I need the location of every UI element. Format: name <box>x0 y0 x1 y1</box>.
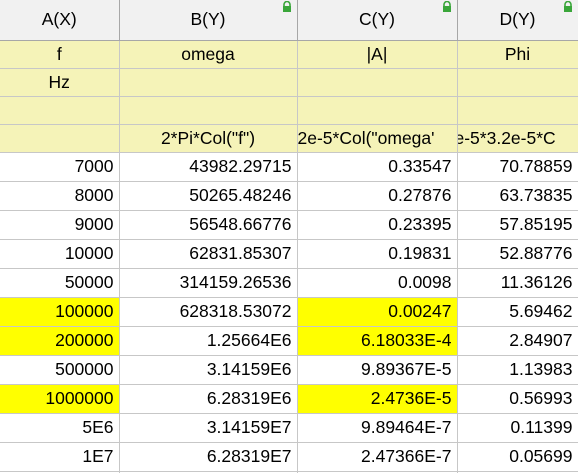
table-row: 1E7 6.28319E7 2.47366E-7 0.05699 <box>0 442 578 472</box>
data-cell[interactable]: 314159.26536 <box>119 268 298 298</box>
data-cell[interactable]: 0.56993 <box>457 384 578 414</box>
lock-icon <box>441 1 453 13</box>
column-header-b[interactable]: B(Y) <box>119 0 298 41</box>
formula-cell[interactable]: 2e-5*Col("omega' <box>297 124 458 153</box>
data-cell[interactable] <box>0 471 120 473</box>
data-cell[interactable]: 11.36126 <box>457 268 578 298</box>
table-row: 500000 3.14159E6 9.89367E-5 1.13983 <box>0 355 578 385</box>
long-name-cell[interactable]: Phi <box>457 40 578 69</box>
data-cell[interactable]: 63.73835 <box>457 181 578 211</box>
data-cell[interactable]: 3.14159E7 <box>119 413 298 443</box>
column-header-row: A(X) B(Y) C(Y) D(Y) <box>0 0 578 41</box>
table-row: 50000 314159.26536 0.0098 11.36126 <box>0 268 578 298</box>
data-cell[interactable]: 2.4736E-5 <box>297 384 458 414</box>
units-cell[interactable] <box>297 68 458 97</box>
data-cell[interactable]: 1.13983 <box>457 355 578 385</box>
table-row: 8000 50265.48246 0.27876 63.73835 <box>0 181 578 211</box>
table-row: 1000000 6.28319E6 2.4736E-5 0.56993 <box>0 384 578 414</box>
table-row: 10000 62831.85307 0.19831 52.88776 <box>0 239 578 269</box>
units-cell[interactable] <box>457 68 578 97</box>
data-rows: 7000 43982.29715 0.33547 70.78859 8000 50265.… <box>0 152 578 473</box>
long-name-row: f omega |A| Phi <box>0 40 578 69</box>
data-cell[interactable]: 628318.53072 <box>119 297 298 327</box>
data-cell[interactable]: 10000 <box>0 239 120 269</box>
column-header-label: C(Y) <box>359 9 395 30</box>
data-cell[interactable]: 3.14159E6 <box>119 355 298 385</box>
data-cell[interactable]: 5.69462 <box>457 297 578 327</box>
data-cell[interactable]: 56548.66776 <box>119 210 298 240</box>
data-cell[interactable]: 52.88776 <box>457 239 578 269</box>
data-cell[interactable]: 0.11399 <box>457 413 578 443</box>
data-cell[interactable]: 1000000 <box>0 384 120 414</box>
data-cell[interactable] <box>119 471 298 473</box>
table-row: 200000 1.25664E6 6.18033E-4 2.84907 <box>0 326 578 356</box>
column-header-label: B(Y) <box>190 9 226 30</box>
lock-icon <box>562 1 574 13</box>
long-name-cell[interactable]: omega <box>119 40 298 69</box>
data-cell[interactable]: 6.28319E6 <box>119 384 298 414</box>
data-cell[interactable]: 0.00247 <box>297 297 458 327</box>
table-row: 5E6 3.14159E7 9.89464E-7 0.11399 <box>0 413 578 443</box>
formula-row: 2*Pi*Col("f") 2e-5*Col("omega' e-5*3.2e-… <box>0 124 578 153</box>
formula-cell[interactable]: e-5*3.2e-5*C <box>457 124 578 153</box>
column-header-a[interactable]: A(X) <box>0 0 120 41</box>
units-cell[interactable] <box>119 68 298 97</box>
data-cell[interactable]: 57.85195 <box>457 210 578 240</box>
data-cell[interactable]: 62831.85307 <box>119 239 298 269</box>
data-cell[interactable]: 2.84907 <box>457 326 578 356</box>
column-header-label: D(Y) <box>499 9 536 30</box>
units-cell[interactable]: Hz <box>0 68 120 97</box>
data-cell[interactable]: 9000 <box>0 210 120 240</box>
data-cell[interactable] <box>297 471 458 473</box>
data-cell[interactable]: 100000 <box>0 297 120 327</box>
lock-icon <box>281 1 293 13</box>
data-cell[interactable]: 2.47366E-7 <box>297 442 458 472</box>
data-cell[interactable]: 70.78859 <box>457 152 578 182</box>
comments-row <box>0 96 578 125</box>
data-cell[interactable]: 9.89464E-7 <box>297 413 458 443</box>
comments-cell[interactable] <box>119 96 298 125</box>
data-cell[interactable]: 5E6 <box>0 413 120 443</box>
data-cell[interactable]: 200000 <box>0 326 120 356</box>
data-cell[interactable]: 7000 <box>0 152 120 182</box>
data-cell[interactable]: 0.05699 <box>457 442 578 472</box>
comments-cell[interactable] <box>0 96 120 125</box>
comments-cell[interactable] <box>297 96 458 125</box>
column-header-c[interactable]: C(Y) <box>297 0 458 41</box>
data-cell[interactable]: 50265.48246 <box>119 181 298 211</box>
units-row: Hz <box>0 68 578 97</box>
data-cell[interactable]: 0.0098 <box>297 268 458 298</box>
data-cell[interactable]: 8000 <box>0 181 120 211</box>
column-header-d[interactable]: D(Y) <box>457 0 578 41</box>
data-cell[interactable]: 0.27876 <box>297 181 458 211</box>
data-cell[interactable]: 500000 <box>0 355 120 385</box>
table-row: 9000 56548.66776 0.23395 57.85195 <box>0 210 578 240</box>
data-cell[interactable]: 43982.29715 <box>119 152 298 182</box>
data-cell[interactable]: 9.89367E-5 <box>297 355 458 385</box>
table-row: 7000 43982.29715 0.33547 70.78859 <box>0 152 578 182</box>
table-row: 100000 628318.53072 0.00247 5.69462 <box>0 297 578 327</box>
comments-cell[interactable] <box>457 96 578 125</box>
data-cell[interactable]: 6.18033E-4 <box>297 326 458 356</box>
long-name-cell[interactable]: |A| <box>297 40 458 69</box>
formula-cell[interactable]: 2*Pi*Col("f") <box>119 124 298 153</box>
column-header-label: A(X) <box>41 9 77 30</box>
data-cell[interactable]: 50000 <box>0 268 120 298</box>
data-cell[interactable]: 1E7 <box>0 442 120 472</box>
table-row <box>0 471 578 473</box>
data-cell[interactable]: 0.19831 <box>297 239 458 269</box>
formula-cell[interactable] <box>0 124 120 153</box>
data-cell[interactable]: 0.23395 <box>297 210 458 240</box>
data-cell[interactable]: 1.25664E6 <box>119 326 298 356</box>
data-cell[interactable]: 6.28319E7 <box>119 442 298 472</box>
long-name-cell[interactable]: f <box>0 40 120 69</box>
data-cell[interactable]: 0.33547 <box>297 152 458 182</box>
